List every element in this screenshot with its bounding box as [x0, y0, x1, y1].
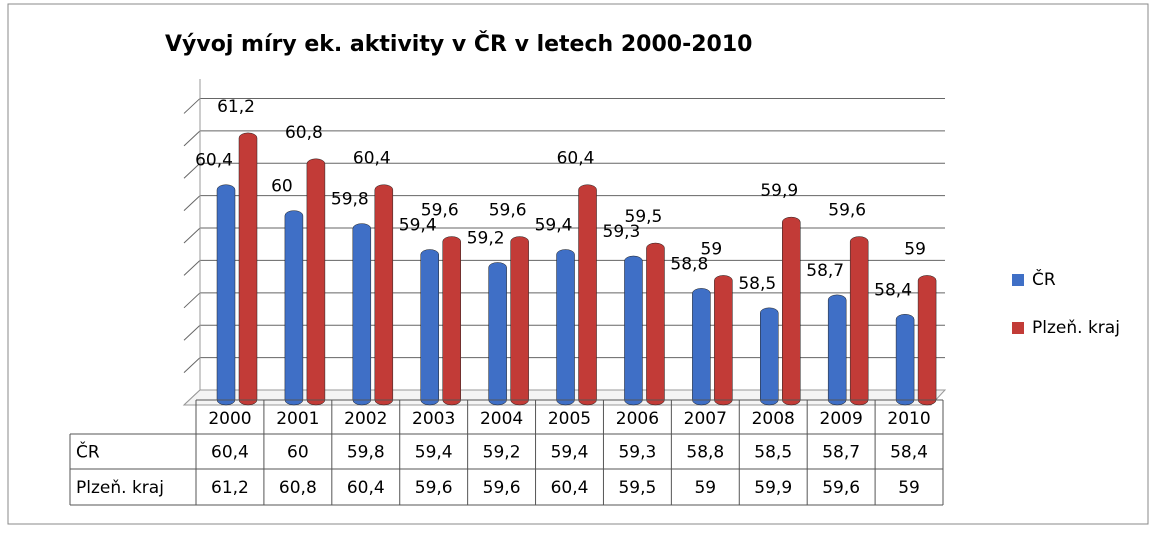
legend-label: ČR [1032, 268, 1056, 290]
x-tick-label: 2007 [684, 409, 727, 429]
table-cell: 59,9 [754, 478, 792, 498]
bar [352, 223, 372, 406]
data-label: 59,8 [331, 190, 369, 210]
bar [646, 242, 665, 406]
bar [556, 249, 575, 406]
data-label: 59 [904, 239, 926, 259]
data-label: 58,8 [670, 254, 708, 274]
data-label: 59,5 [625, 207, 663, 227]
bar [692, 288, 711, 406]
bar [510, 236, 529, 406]
bar [895, 314, 915, 406]
bar [849, 236, 869, 406]
table-row-label: Plzeň. kraj [76, 478, 164, 498]
table-cell: 59,4 [415, 443, 453, 463]
data-label: 61,2 [217, 97, 255, 117]
table-cell: 58,8 [686, 443, 724, 463]
data-label: 59,4 [535, 216, 573, 236]
data-label: 60,4 [195, 151, 233, 171]
table-cell: 59,6 [415, 478, 453, 498]
table-cell: 60,4 [347, 478, 385, 498]
bar [442, 236, 461, 406]
bar [760, 307, 779, 406]
bar [216, 184, 236, 406]
legend-swatch [1012, 274, 1024, 286]
table-cell: 58,5 [754, 443, 792, 463]
table-cell: 61,2 [211, 478, 249, 498]
table-row-label: ČR [76, 441, 100, 463]
data-label: 58,4 [874, 280, 912, 300]
x-tick-label: 2010 [887, 409, 930, 429]
data-label: 60,4 [353, 149, 391, 169]
bar [284, 210, 304, 406]
data-label: 59,6 [489, 201, 527, 221]
bar [488, 262, 507, 406]
data-label: 59 [701, 239, 723, 259]
legend-label: Plzeň. kraj [1032, 318, 1120, 338]
table-cell: 59,8 [347, 443, 385, 463]
data-label: 58,7 [806, 261, 844, 281]
data-label: 59,3 [603, 222, 641, 242]
bar [374, 184, 394, 406]
table-cell: 59,6 [822, 478, 860, 498]
table-cell: 59 [898, 478, 920, 498]
x-tick-label: 2001 [276, 409, 319, 429]
table-cell: 60,4 [551, 478, 589, 498]
x-tick-label: 2000 [208, 409, 251, 429]
x-tick-label: 2008 [752, 409, 795, 429]
x-tick-label: 2009 [820, 409, 863, 429]
bar [420, 249, 439, 406]
x-tick-label: 2004 [480, 409, 523, 429]
table-cell: 59,2 [483, 443, 521, 463]
x-tick-label: 2003 [412, 409, 455, 429]
data-label: 58,5 [738, 274, 776, 294]
data-label: 60,8 [285, 123, 323, 143]
x-tick-label: 2002 [344, 409, 387, 429]
chart-frame [7, 3, 1149, 525]
table-cell: 59,3 [618, 443, 656, 463]
bar [714, 275, 733, 406]
data-label: 59,9 [760, 181, 798, 201]
bar [782, 216, 801, 406]
bar [238, 132, 258, 406]
bar [827, 294, 847, 406]
bar [578, 184, 597, 406]
table-cell: 60 [287, 443, 309, 463]
table-cell: 59,4 [551, 443, 589, 463]
data-label: 60,4 [557, 149, 595, 169]
table-cell: 59 [694, 478, 716, 498]
chart-title: Vývoj míry ek. aktivity v ČR v letech 20… [165, 31, 752, 57]
data-label: 59,2 [467, 228, 505, 248]
legend-swatch [1012, 322, 1024, 334]
bar [306, 158, 326, 406]
data-label: 59,6 [828, 201, 866, 221]
table-cell: 60,4 [211, 443, 249, 463]
x-tick-label: 2005 [548, 409, 591, 429]
table-cell: 60,8 [279, 478, 317, 498]
bar [917, 275, 937, 406]
bar [624, 255, 643, 406]
table-cell: 58,4 [890, 443, 928, 463]
data-label: 59,6 [421, 201, 459, 221]
table-cell: 59,6 [483, 478, 521, 498]
table-cell: 58,7 [822, 443, 860, 463]
x-tick-label: 2006 [616, 409, 659, 429]
table-cell: 59,5 [618, 478, 656, 498]
data-label: 59,4 [399, 216, 437, 236]
data-label: 60 [271, 177, 293, 197]
